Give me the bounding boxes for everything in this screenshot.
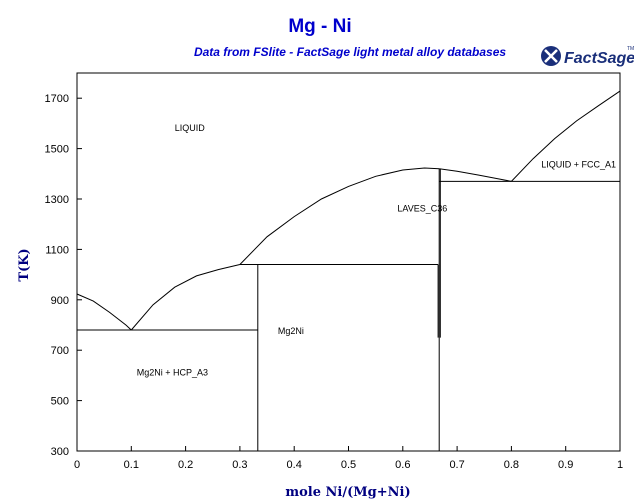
phase-boundary-line-5 xyxy=(511,90,621,182)
chart-title: Mg - Ni xyxy=(288,16,352,37)
phase-boundaries xyxy=(76,90,621,451)
x-tick-label: 0.6 xyxy=(395,459,410,471)
region-labels: LIQUID LIQUID + FCC_A1 LAVES_C36 Mg2Ni Mg2Ni… xyxy=(137,123,616,377)
y-tick-label: 1300 xyxy=(45,194,69,206)
region-label: LIQUID xyxy=(175,123,206,133)
x-axis-label: mole Ni/(Mg+Ni) xyxy=(285,485,410,500)
x-tick-label: 0.1 xyxy=(124,459,139,471)
factsage-logo-icon xyxy=(541,46,561,66)
phase-boundary-line-1 xyxy=(76,293,132,331)
phase-boundary-line-2 xyxy=(130,264,241,331)
y-axis-label: T(K) xyxy=(17,248,32,281)
x-tick-label: 0.4 xyxy=(287,459,302,471)
y-tick-label: 500 xyxy=(51,396,69,408)
x-tick-label: 0.9 xyxy=(558,459,573,471)
logo-tm: TM xyxy=(627,46,634,52)
y-tick-label: 1500 xyxy=(45,144,69,156)
y-tick-label: 900 xyxy=(51,295,69,307)
y-tick-label: 1700 xyxy=(45,93,69,105)
x-tick-label: 0.3 xyxy=(232,459,247,471)
chart-subtitle: Data from FSlite - FactSage light metal … xyxy=(193,45,507,59)
logo-text: FactSage xyxy=(564,50,634,67)
plot-frame xyxy=(76,72,621,452)
x-tick-label: 0 xyxy=(74,459,80,471)
phase-boundary-line-4 xyxy=(439,168,512,182)
region-label: Mg2Ni xyxy=(278,326,304,336)
y-tick-label: 700 xyxy=(51,345,69,357)
region-label: LIQUID + FCC_A1 xyxy=(541,160,616,170)
y-tick-label: 300 xyxy=(51,446,69,458)
y-tick-label: 1100 xyxy=(45,244,69,256)
x-tick-label: 0.5 xyxy=(341,459,356,471)
x-tick-label: 0.8 xyxy=(504,459,519,471)
axis-ticks: 0 0.1 0.2 0.3 0.4 0.5 0.6 0.7 0.8 0.9 130050070090… xyxy=(45,93,624,471)
x-tick-label: 0.7 xyxy=(449,459,464,471)
region-label: LAVES_C36 xyxy=(397,204,447,214)
x-tick-label: 0.2 xyxy=(178,459,193,471)
x-tick-label: 1 xyxy=(617,459,623,471)
phase-boundary-line-3 xyxy=(239,167,440,265)
factsage-logo: FactSage TM xyxy=(541,46,634,67)
region-label: Mg2Ni + HCP_A3 xyxy=(137,367,208,377)
